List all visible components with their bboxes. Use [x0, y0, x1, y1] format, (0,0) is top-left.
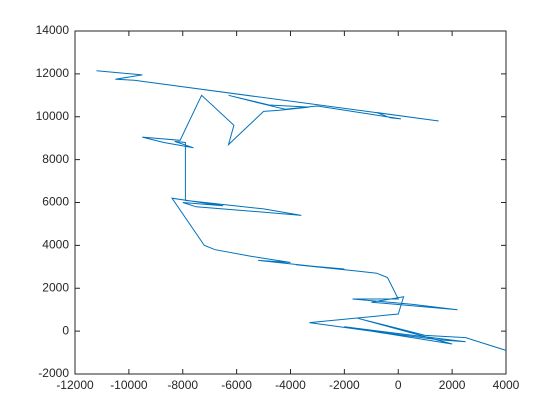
x-tick-label: -12000: [56, 378, 94, 392]
y-tick-label: 0: [62, 323, 69, 337]
x-tick-label: -8000: [167, 378, 198, 392]
x-tick-label: 4000: [493, 378, 520, 392]
y-tick-label: 2000: [42, 280, 69, 294]
y-tick-label: 6000: [42, 195, 69, 209]
y-tick-label: 10000: [36, 109, 70, 123]
x-tick-label: 0: [395, 378, 402, 392]
x-tick-label: -4000: [275, 378, 306, 392]
data-line: [96, 70, 507, 351]
y-tick-label: 4000: [42, 238, 69, 252]
plot-area: [74, 30, 507, 375]
y-tick-label: 8000: [42, 152, 69, 166]
x-tick-label: -6000: [221, 378, 252, 392]
y-tick-label: 12000: [36, 66, 70, 80]
x-tick-label: -10000: [110, 378, 148, 392]
x-tick-label: -2000: [329, 378, 360, 392]
x-tick-label: 2000: [439, 378, 466, 392]
y-tick-label: -2000: [38, 366, 69, 380]
y-tick-label: 14000: [36, 23, 70, 37]
